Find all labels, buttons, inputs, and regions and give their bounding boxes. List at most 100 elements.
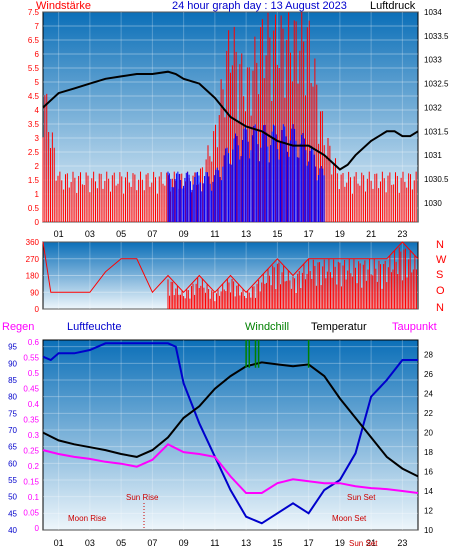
chart1-left-tick-label: 0.5: [28, 204, 40, 213]
chart1-left-tick-label: 2.5: [28, 148, 40, 157]
chart1-left-tick-label: 3: [35, 134, 40, 143]
chart1-ticks: 0 0.5 1 1.5 2 2.5 3 3.5 4 4.5 5 5.5 6 6.5 7 7.5 1030 1030…: [28, 8, 449, 239]
chart2-direction-bars: [167, 247, 417, 309]
compass-n-top: N: [436, 239, 444, 251]
chart3-x-tick-label: 07: [147, 538, 157, 548]
chart1-x-tick-label: 05: [116, 229, 126, 239]
chart1-right-tick-label: 1032: [424, 103, 442, 112]
chart3-temp-tick-label: 26: [424, 370, 433, 379]
pressure-axis-title: Luftdruck: [370, 0, 416, 12]
chart3-feuchte-tick-label: 75: [8, 409, 17, 418]
chart1-left-tick-label: 4.5: [28, 92, 40, 101]
chart3-regen-tick-label: 0.6: [28, 338, 40, 347]
chart3-x-tick-label: 19: [335, 538, 345, 548]
chart3-feuchte-tick-label: 45: [8, 509, 17, 518]
sun-set-label: Sun Set: [347, 493, 376, 502]
chart3-feuchte-tick-label: 60: [8, 459, 17, 468]
chart1-right-tick-label: 1031.5: [424, 127, 449, 136]
chart3-feuchte-tick-label: 95: [8, 343, 17, 352]
chart1-x-tick-label: 21: [366, 229, 376, 239]
chart3-regen-tick-label: 0.3: [28, 431, 40, 440]
chart3-regen-tick-label: 0.05: [23, 509, 39, 518]
chart1-x-tick-label: 13: [241, 229, 251, 239]
chart3-ticks: 40 45 50 55 60 65 70 75 80 85 90 95 0 0.05 0.1 0.15 0.2 0…: [8, 338, 433, 548]
chart3-feuchte-tick-label: 65: [8, 443, 17, 452]
chart1-left-tick-label: 0: [35, 218, 40, 227]
chart3-temp-tick-label: 10: [424, 526, 433, 535]
chart1-x-tick-label: 17: [304, 229, 314, 239]
chart3-feuchte-tick-label: 80: [8, 393, 17, 402]
chart2-left-tick-label: 360: [26, 238, 40, 247]
wind-direction-line: [42, 241, 419, 294]
chart3-regen-tick-label: 0.35: [23, 416, 39, 425]
chart1-x-tick-label: 07: [147, 229, 157, 239]
sun-rise-label: Sun Rise: [126, 493, 159, 502]
legend-regen: Regen: [2, 321, 34, 333]
chart1-left-tick-label: 3.5: [28, 120, 40, 129]
chart3-temp-tick-label: 18: [424, 448, 433, 457]
chart3-regen-tick-label: 0.5: [28, 369, 40, 378]
chart2-lines: [42, 241, 419, 294]
compass-n-bottom: N: [436, 302, 444, 314]
chart1-x-tick-label: 03: [85, 229, 95, 239]
chart1-right-tick-label: 1031: [424, 151, 442, 160]
chart1-right-tick-label: 1032.5: [424, 80, 449, 89]
legend-taupunkt: Taupunkt: [392, 321, 437, 333]
compass-s: S: [436, 269, 443, 281]
chart3-x-tick-label: 13: [241, 538, 251, 548]
chart3-feuchte-tick-label: 40: [8, 526, 17, 535]
legend-luftfeuchte: Luftfeuchte: [67, 321, 121, 333]
chart2-left-tick-label: 180: [26, 272, 40, 281]
chart2-left-tick-label: 0: [35, 305, 40, 314]
chart3-temp-tick-label: 16: [424, 468, 433, 477]
chart3-temp-tick-label: 14: [424, 487, 433, 496]
chart1-right-tick-label: 1033: [424, 56, 442, 65]
chart3-regen-tick-label: 0.55: [23, 354, 39, 363]
chart3-regen-tick-label: 0.45: [23, 385, 39, 394]
chart3-regen-tick-label: 0.15: [23, 478, 39, 487]
chart3-feuchte-tick-label: 55: [8, 476, 17, 485]
chart3-x-tick-label: 05: [116, 538, 126, 548]
legend-temperatur: Temperatur: [311, 321, 367, 333]
chart1-left-tick-label: 6: [35, 50, 40, 59]
chart3-regen-tick-label: 0.2: [28, 462, 40, 471]
chart3-x-tick-label: 17: [304, 538, 314, 548]
chart3-lines: [42, 340, 419, 525]
chart1-right-tick-label: 1033.5: [424, 32, 449, 41]
chart1-x-tick-label: 01: [54, 229, 64, 239]
chart3-regen-tick-label: 0: [35, 524, 40, 533]
chart1-left-tick-label: 6.5: [28, 36, 40, 45]
sun-set-label-bottom: Sun Set: [349, 539, 378, 548]
chart1-left-tick-label: 7.5: [28, 8, 40, 17]
chart3-temp-tick-label: 28: [424, 351, 433, 360]
chart3-feuchte-tick-label: 85: [8, 376, 17, 385]
chart3-x-tick-label: 01: [54, 538, 64, 548]
chart3-feuchte-tick-label: 70: [8, 426, 17, 435]
chart1-left-tick-label: 4: [35, 106, 40, 115]
temperature-line: [42, 361, 419, 478]
chart3-temp-tick-label: 22: [424, 409, 433, 418]
chart3-temp-tick-label: 12: [424, 507, 433, 516]
pressure-line: [42, 70, 419, 171]
chart3-x-tick-label: 23: [397, 538, 407, 548]
chart1-wind-bars: [42, 12, 417, 222]
chart3-plot-area: [42, 339, 419, 531]
chart3-x-tick-label: 11: [210, 538, 219, 548]
chart3-feuchte-tick-label: 50: [8, 493, 17, 502]
chart3-feuchte-tick-label: 90: [8, 359, 17, 368]
chart3-regen-tick-label: 0.1: [28, 493, 40, 502]
chart1-left-tick-label: 7: [35, 22, 40, 31]
chart1-lines: [42, 70, 419, 171]
chart1-title: 24 hour graph day : 13 August 2023: [172, 0, 347, 12]
chart1-x-tick-label: 23: [397, 229, 407, 239]
chart3-regen-tick-label: 0.4: [28, 400, 40, 409]
chart3-grid: [43, 340, 418, 531]
chart3-temp-tick-label: 20: [424, 429, 433, 438]
moon-rise-label: Moon Rise: [68, 514, 107, 523]
compass-w: W: [436, 254, 447, 266]
chart1-x-tick-label: 11: [210, 229, 219, 239]
legend-windchill: Windchill: [245, 321, 289, 333]
chart3-x-tick-label: 09: [179, 538, 189, 548]
chart1-left-tick-label: 2: [35, 162, 40, 171]
